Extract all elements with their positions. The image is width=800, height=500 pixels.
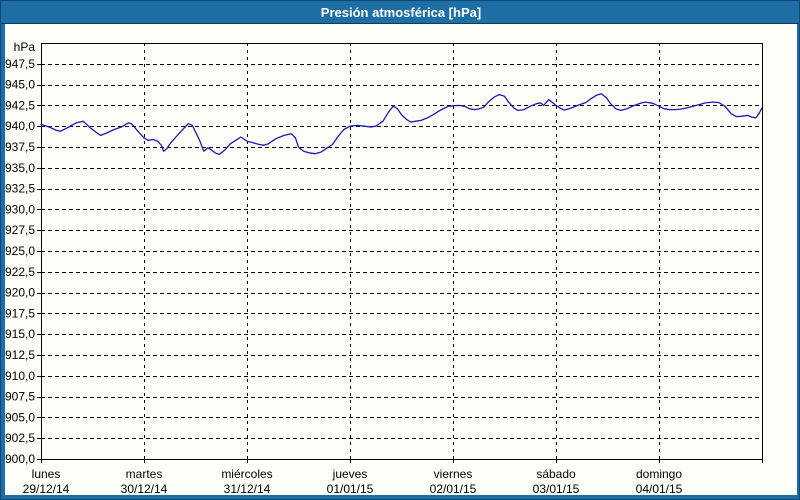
- x-date-label: 30/12/14: [121, 482, 168, 496]
- y-tick-label: 947,5: [5, 57, 35, 71]
- x-date-label: 29/12/14: [23, 482, 70, 496]
- y-tick-label: 905,0: [5, 410, 35, 424]
- y-tick-label: 907,5: [5, 390, 35, 404]
- y-tick-label: 940,0: [5, 119, 35, 133]
- chart-title: Presión atmosférica [hPa]: [320, 4, 482, 20]
- pressure-line: [40, 93, 763, 156]
- x-day-label: lunes: [32, 467, 61, 481]
- chart-area: [5, 24, 797, 495]
- x-day-label: jueves: [332, 467, 368, 481]
- y-tick-label: 942,5: [5, 98, 35, 112]
- y-tick-label: 927,5: [5, 223, 35, 237]
- y-tick-label: 902,5: [5, 431, 35, 445]
- y-tick-label: 925,0: [5, 244, 35, 258]
- y-tick-label: 922,5: [5, 265, 35, 279]
- plot-border: [41, 43, 763, 460]
- y-tick-label: 937,5: [5, 140, 35, 154]
- y-tick-label: 945,0: [5, 78, 35, 92]
- x-day-label: miércoles: [221, 467, 272, 481]
- y-tick-label: 935,0: [5, 161, 35, 175]
- x-date-label: 01/01/15: [327, 482, 374, 496]
- y-tick-label: 917,5: [5, 306, 35, 320]
- y-tick-label: 900,0: [5, 452, 35, 466]
- title-bar[interactable]: Presión atmosférica [hPa]: [1, 1, 799, 24]
- x-date-label: 03/01/15: [533, 482, 580, 496]
- y-tick-label: 910,0: [5, 369, 35, 383]
- x-day-label: domingo: [636, 467, 682, 481]
- x-day-label: viernes: [434, 467, 473, 481]
- x-day-label: martes: [126, 467, 163, 481]
- y-tick-label: 920,0: [5, 286, 35, 300]
- x-date-label: 02/01/15: [430, 482, 477, 496]
- y-tick-label: 932,5: [5, 182, 35, 196]
- y-axis-unit-label: hPa: [14, 40, 36, 54]
- x-day-label: sábado: [536, 467, 576, 481]
- x-date-label: 04/01/15: [636, 482, 683, 496]
- y-tick-label: 915,0: [5, 327, 35, 341]
- y-tick-label: 912,5: [5, 348, 35, 362]
- x-date-label: 31/12/14: [224, 482, 271, 496]
- y-tick-label: 930,0: [5, 202, 35, 216]
